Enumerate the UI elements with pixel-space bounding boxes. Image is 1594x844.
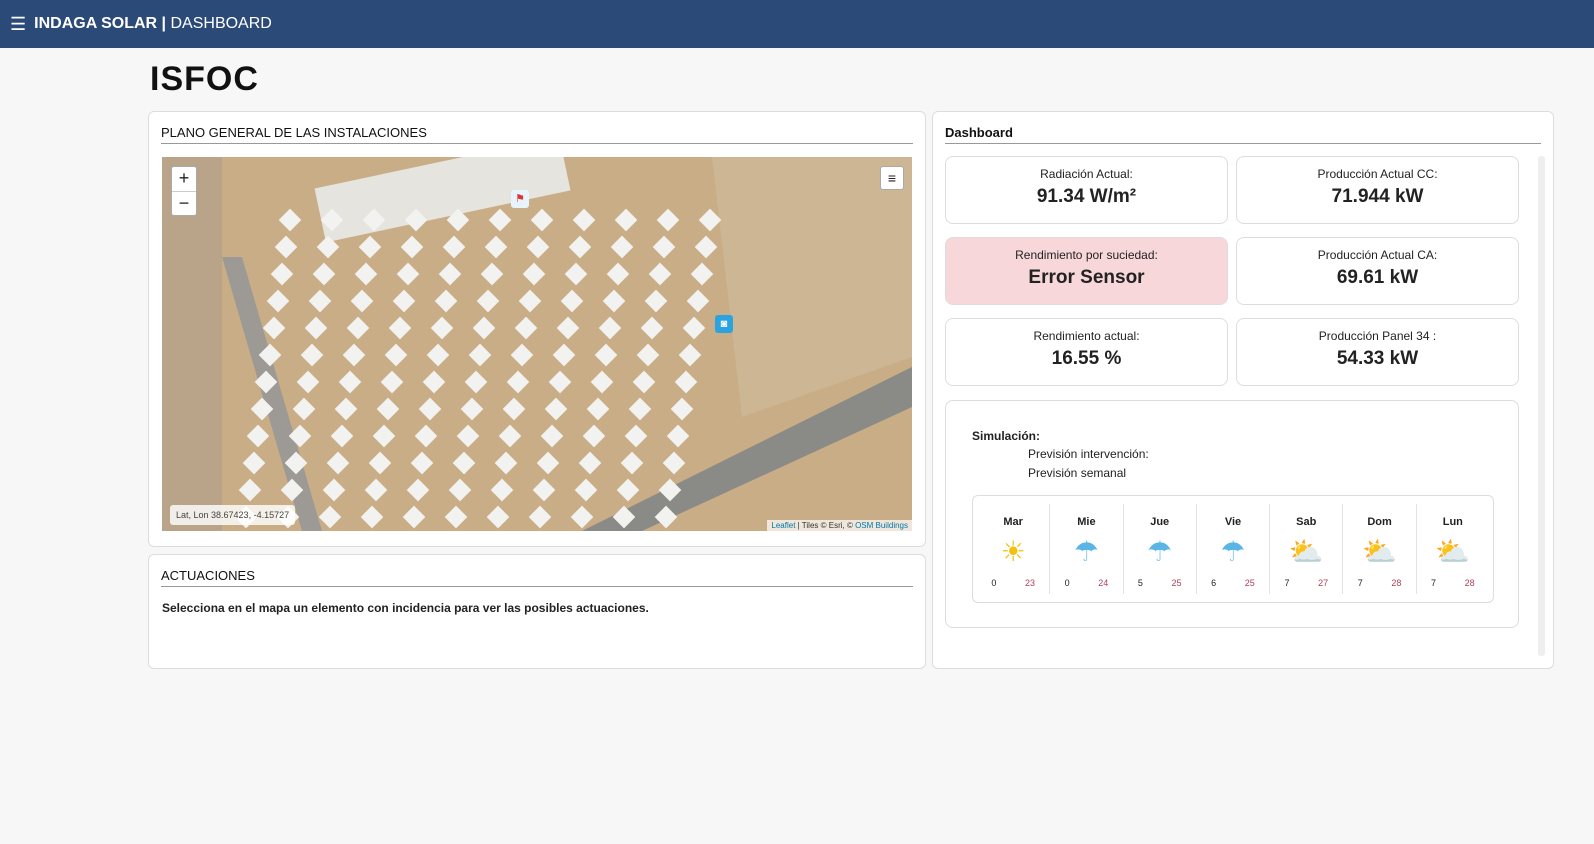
temp-max: 23 <box>1024 578 1035 588</box>
camera-marker-icon[interactable]: ◙ <box>715 315 733 333</box>
temp-min: 7 <box>1431 578 1437 588</box>
fault-marker-icon[interactable]: ⚑ <box>511 190 529 208</box>
partly-cloudy-icon: ⛅ <box>1362 536 1397 567</box>
stat-card: Rendimiento por suciedad: Error Sensor <box>945 237 1228 305</box>
stat-label: Producción Actual CC: <box>1317 167 1438 181</box>
map-panel-title: PLANO GENERAL DE LAS INSTALACIONES <box>161 125 913 144</box>
coordinates-readout: Lat, Lon 38.67423, -4.15727 <box>170 505 296 525</box>
top-bar: ☰ INDAGA SOLAR | DASHBOARD <box>0 0 1594 48</box>
tiles-credit: | Tiles © Esri, © <box>795 521 856 530</box>
simulation-title: Simulación: <box>972 429 1041 443</box>
brand-name: INDAGA SOLAR <box>34 15 158 32</box>
dashboard-panel: Dashboard Radiación Actual: 91.34 W/m² P… <box>932 111 1554 669</box>
satellite-imagery <box>162 157 912 531</box>
stat-value: 71.944 kW <box>1331 186 1424 207</box>
forecast-day: Mar ☀ 0 23 <box>977 504 1051 594</box>
scrollbar[interactable] <box>1538 156 1545 656</box>
stat-label: Rendimiento actual: <box>1033 329 1140 343</box>
stat-label: Radiación Actual: <box>1040 167 1133 181</box>
forecast-day: Jue ☂ 5 25 <box>1124 504 1197 594</box>
partly-cloudy-icon: ⛅ <box>1435 536 1471 567</box>
temp-max: 24 <box>1098 578 1109 588</box>
temp-min: 7 <box>1357 578 1363 588</box>
temp-min: 7 <box>1284 578 1290 588</box>
stat-value: 69.61 kW <box>1336 267 1419 288</box>
stat-card: Rendimiento actual: 16.55 % <box>945 318 1228 386</box>
forecast-day: Lun ⛅ 7 28 <box>1417 504 1489 594</box>
weather-forecast: Mar ☀ 0 23 Mie ☂ 0 24 Jue ☂ 5 25 Vie ☂ 6 25 … <box>972 495 1494 603</box>
layers-menu-icon[interactable]: ≡ <box>880 166 904 190</box>
day-name: Sab <box>1296 516 1317 528</box>
forecast-day: Mie ☂ 0 24 <box>1050 504 1124 594</box>
day-name: Jue <box>1150 516 1170 528</box>
map-panel: PLANO GENERAL DE LAS INSTALACIONES ⚑ ◙ +… <box>148 111 926 547</box>
temp-max: 25 <box>1171 578 1182 588</box>
stat-card: Radiación Actual: 91.34 W/m² <box>945 156 1228 224</box>
brand-separator: | <box>157 15 171 32</box>
osm-link[interactable]: OSM Buildings <box>855 521 908 530</box>
partly-cloudy-icon: ⛅ <box>1288 536 1324 567</box>
temp-max: 25 <box>1244 578 1255 588</box>
day-name: Lun <box>1442 516 1463 528</box>
temp-min: 6 <box>1211 578 1217 588</box>
page-title: ISFOC <box>150 60 259 98</box>
stat-value: 16.55 % <box>1051 348 1122 369</box>
zoom-in-button[interactable]: + <box>178 168 190 188</box>
leaflet-link[interactable]: Leaflet <box>771 521 796 530</box>
forecast-day: Vie ☂ 6 25 <box>1197 504 1271 594</box>
actuaciones-title: ACTUACIONES <box>161 568 913 587</box>
temp-min: 0 <box>1064 578 1070 588</box>
temp-max: 28 <box>1464 578 1475 588</box>
forecast-day: Sab ⛅ 7 27 <box>1270 504 1344 594</box>
dashboard-title: Dashboard <box>945 125 1541 144</box>
simulation-card: Simulación: Previsión intervención: Prev… <box>945 400 1519 628</box>
stat-label: Producción Actual CA: <box>1317 248 1438 262</box>
section-name: DASHBOARD <box>170 15 272 32</box>
actuaciones-panel: ACTUACIONES Selecciona en el mapa un ele… <box>148 554 926 669</box>
stat-card: Producción Actual CC: 71.944 kW <box>1236 156 1519 224</box>
zoom-control: + − <box>171 166 197 216</box>
zoom-out-button[interactable]: − <box>172 191 196 215</box>
actuaciones-text: Selecciona en el mapa un elemento con in… <box>162 601 649 615</box>
rain-cloud-icon: ☂ <box>1073 536 1099 567</box>
sun-icon: ☀ <box>1000 536 1026 567</box>
day-name: Mie <box>1077 516 1096 528</box>
stat-value: 54.33 kW <box>1336 348 1419 369</box>
stat-card: Producción Actual CA: 69.61 kW <box>1236 237 1519 305</box>
weekly-forecast: Previsión semanal <box>1028 466 1127 480</box>
stat-value: Error Sensor <box>1028 267 1145 288</box>
temp-max: 27 <box>1318 578 1329 588</box>
rain-cloud-icon: ☂ <box>1147 536 1173 567</box>
map[interactable]: ⚑ ◙ + − ≡ Lat, Lon 38.67423, -4.15727 Le… <box>162 157 912 531</box>
hamburger-icon[interactable]: ☰ <box>10 13 27 34</box>
temp-min: 0 <box>991 578 997 588</box>
day-name: Dom <box>1367 516 1392 528</box>
intervention-forecast: Previsión intervención: <box>1028 447 1149 461</box>
map-attribution: Leaflet | Tiles © Esri, © OSM Buildings <box>767 520 912 531</box>
temp-max: 28 <box>1391 578 1402 588</box>
stat-label: Producción Panel 34 : <box>1318 329 1437 343</box>
rain-cloud-icon: ☂ <box>1220 536 1246 567</box>
temp-min: 5 <box>1137 578 1143 588</box>
stat-card: Producción Panel 34 : 54.33 kW <box>1236 318 1519 386</box>
day-name: Vie <box>1224 516 1242 528</box>
stat-label: Rendimiento por suciedad: <box>1015 248 1158 262</box>
day-name: Mar <box>1003 516 1023 528</box>
forecast-day: Dom ⛅ 7 28 <box>1343 504 1417 594</box>
stat-value: 91.34 W/m² <box>1036 186 1137 207</box>
